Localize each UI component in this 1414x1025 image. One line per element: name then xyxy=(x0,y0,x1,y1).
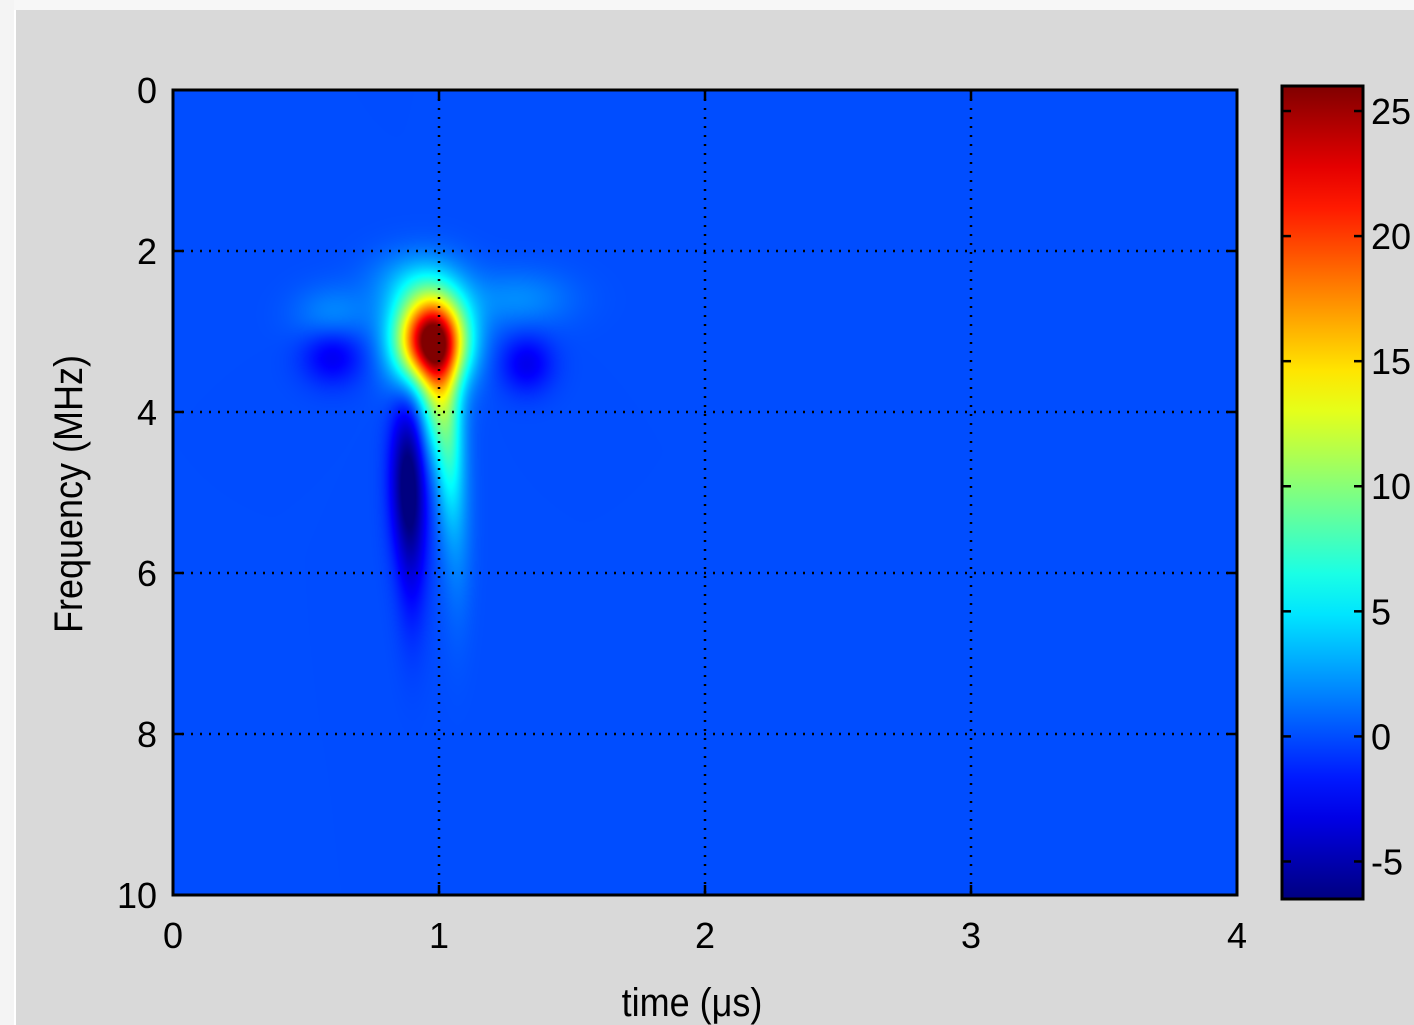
x-tick-label: 1 xyxy=(429,915,449,956)
colorbar-tick-label: 10 xyxy=(1371,466,1411,507)
axis-layer: 0 1 2 3 4 0 2 4 6 8 10 xyxy=(117,70,1247,956)
y-tick-label: 0 xyxy=(137,70,157,111)
colorbar-tick-label: 0 xyxy=(1371,716,1391,757)
y-tick-label: 8 xyxy=(137,714,157,755)
colorbar-gradient xyxy=(1282,86,1363,899)
colorbar-tick-label: 25 xyxy=(1371,91,1411,132)
y-tick-label: 2 xyxy=(137,231,157,272)
x-tick-label: 2 xyxy=(695,915,715,956)
y-tick-label: 10 xyxy=(117,875,157,916)
window-top-edge xyxy=(14,0,1414,10)
colorbar-tick-label: 20 xyxy=(1371,216,1411,257)
x-axis-label: time (μs) xyxy=(622,981,763,1025)
colorbar-tick-label: -5 xyxy=(1371,841,1403,882)
heatmap-image xyxy=(173,90,1237,895)
colorbar-tick-label: 5 xyxy=(1371,591,1391,632)
y-axis-label: Frequency (MHz) xyxy=(47,355,91,633)
y-tick-label: 6 xyxy=(137,553,157,594)
x-tick-label: 0 xyxy=(163,915,183,956)
colorbar-frame xyxy=(1280,84,1365,901)
x-tick-label: 3 xyxy=(961,915,981,956)
colorbar: 25 20 15 10 5 0 -5 xyxy=(1280,84,1411,901)
y-tick-label: 4 xyxy=(137,392,157,433)
plot-layer xyxy=(173,90,1237,895)
window-left-edge xyxy=(0,0,16,1025)
x-tick-label: 4 xyxy=(1227,915,1247,956)
colorbar-tick-label: 15 xyxy=(1371,341,1411,382)
grid-layer xyxy=(173,90,1237,895)
